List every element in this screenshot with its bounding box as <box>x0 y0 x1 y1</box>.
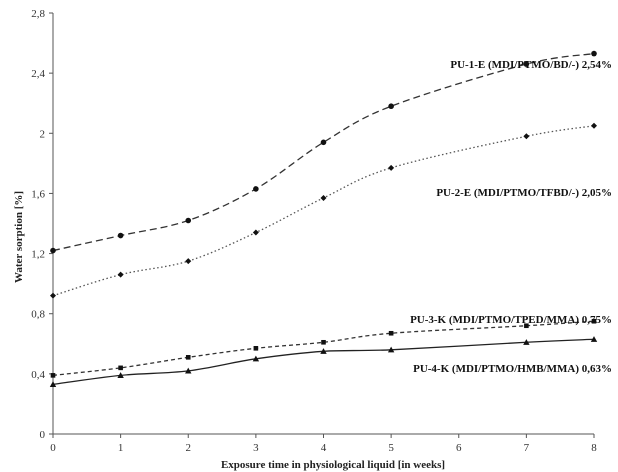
data-point <box>523 61 530 67</box>
data-point <box>50 373 56 378</box>
data-point <box>117 232 124 239</box>
data-point <box>117 271 124 278</box>
data-point <box>118 365 123 371</box>
data-point <box>523 339 530 345</box>
data-point <box>253 186 259 192</box>
series-label-pu-4-k: PU-4-K (MDI/PTMO/HMB/MMA) 0,63% <box>413 363 612 375</box>
data-point <box>321 339 326 345</box>
y-tick-label: 0 <box>40 429 46 441</box>
data-point <box>185 367 192 374</box>
data-point <box>185 258 192 265</box>
data-point <box>320 348 327 354</box>
data-point <box>590 336 598 342</box>
data-point <box>253 345 259 351</box>
series-label-pu-3-k: PU-3-K (MDI/PTMO/TPED/MMA) 0,75% <box>410 314 612 326</box>
series-line-1 <box>52 52 595 252</box>
x-axis-title: Exposure time in physiological liquid [i… <box>221 459 445 471</box>
y-tick-label: 2,8 <box>31 8 45 20</box>
x-tick-label: 7 <box>524 442 530 454</box>
data-point <box>185 217 192 224</box>
x-tick-label: 6 <box>456 442 462 454</box>
data-point <box>252 229 259 236</box>
y-tick-label: 1,2 <box>31 249 45 261</box>
data-point <box>50 247 56 254</box>
x-tick-label: 5 <box>388 442 394 454</box>
data-point <box>252 355 260 362</box>
data-point <box>591 50 597 57</box>
data-point <box>50 292 56 299</box>
x-tick-label: 4 <box>321 442 327 454</box>
x-tick-label: 8 <box>591 442 597 454</box>
y-tick-label: 0,8 <box>31 309 45 321</box>
x-tick-label: 2 <box>186 442 192 454</box>
series-line-4 <box>52 338 595 386</box>
series-label-pu-1-e: PU-1-E (MDI/PTMO/BD/-) 2,54% <box>450 59 612 71</box>
data-point <box>524 323 529 329</box>
data-point <box>117 372 124 378</box>
x-tick-label: 3 <box>253 442 259 454</box>
data-point <box>591 318 597 324</box>
x-tick-label: 0 <box>50 442 56 454</box>
data-point <box>320 139 327 146</box>
y-tick-label: 2,4 <box>31 68 45 80</box>
data-point <box>388 103 394 110</box>
y-tick-label: 0,4 <box>31 369 45 381</box>
x-tick-label: 1 <box>118 442 124 454</box>
data-point <box>185 355 191 360</box>
x-axis-ticks: 0 1 2 3 4 5 6 7 8 <box>50 434 597 454</box>
data-point <box>320 194 327 201</box>
data-point <box>387 346 395 353</box>
y-tick-label: 1,6 <box>31 188 45 200</box>
data-point <box>388 164 395 171</box>
data-point <box>591 122 597 129</box>
data-point <box>388 330 394 336</box>
data-point <box>523 133 530 140</box>
y-axis-title: Water sorption [%] <box>13 191 25 283</box>
series-label-pu-2-e: PU-2-E (MDI/PTMO/TFBD/-) 2,05% <box>436 187 612 199</box>
y-axis-ticks: 0 0,4 0,8 1,2 1,6 2 2,4 2,8 <box>31 8 53 441</box>
y-tick-label: 2 <box>40 128 46 140</box>
series-layer <box>49 50 598 387</box>
series-line-3 <box>52 320 595 377</box>
data-point <box>49 381 57 387</box>
series-line-2 <box>52 125 595 297</box>
